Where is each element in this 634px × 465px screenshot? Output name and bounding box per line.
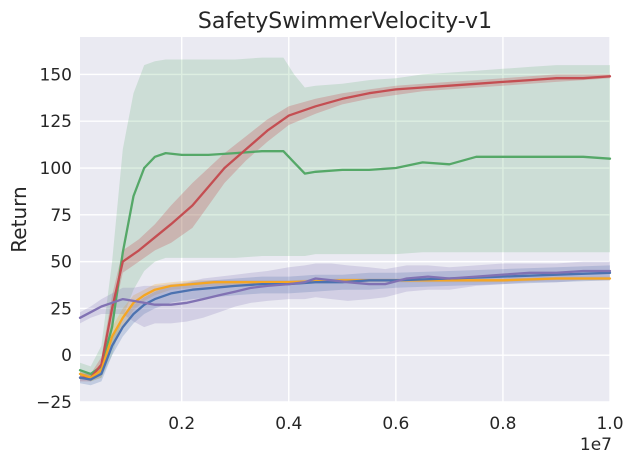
y-tick-label: 75: [50, 206, 72, 226]
y-tick-labels: −25 0 25 50 75 100 125 150: [36, 65, 72, 413]
series-line-blue: [78, 271, 612, 381]
x-tick-label: 0.2: [168, 414, 195, 434]
series-line-red: [78, 75, 612, 379]
x-tick-label: 1.0: [596, 414, 623, 434]
y-axis-label: Return: [7, 186, 31, 252]
series-line-orange: [78, 277, 612, 379]
y-tick-label: 25: [50, 299, 72, 319]
y-tick-label: 0: [61, 346, 72, 366]
chart-title: SafetySwimmerVelocity-v1: [198, 9, 492, 34]
band-blue: [80, 265, 610, 386]
y-tick-label: 150: [40, 65, 72, 85]
x-tick-labels: 0.2 0.4 0.6 0.8 1.0: [168, 414, 623, 434]
x-offset-label: 1e7: [580, 435, 612, 455]
x-tick-label: 0.4: [275, 414, 302, 434]
band-red: [80, 74, 610, 382]
y-tick-label: 125: [40, 112, 72, 132]
y-tick-label: −25: [36, 393, 72, 413]
y-tick-label: 50: [50, 253, 72, 273]
band-green: [80, 57, 610, 382]
x-tick-label: 0.8: [489, 414, 516, 434]
grid-lines: [80, 37, 611, 403]
series-line-purple: [78, 269, 612, 319]
series-line-green: [78, 150, 612, 376]
y-tick-label: 100: [40, 159, 72, 179]
series-lines: [78, 75, 612, 381]
x-tick-label: 0.6: [382, 414, 409, 434]
